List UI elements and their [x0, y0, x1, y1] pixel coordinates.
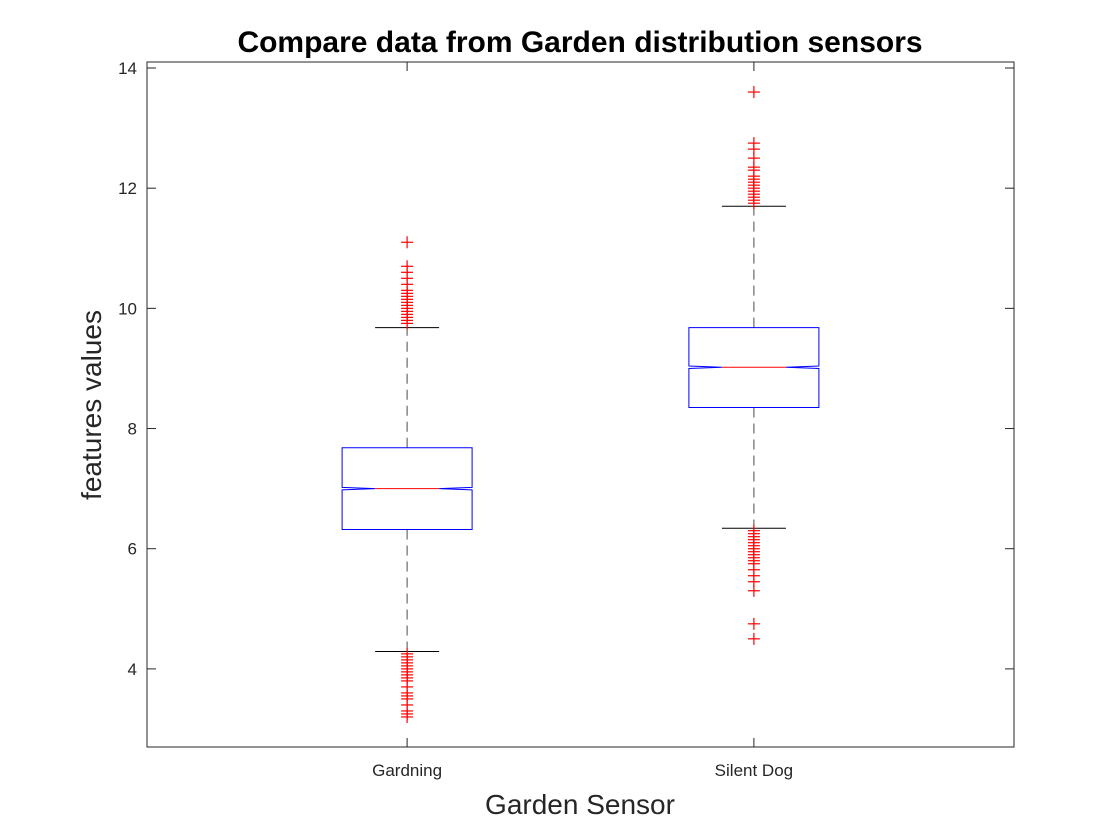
outlier-marker	[401, 260, 414, 273]
y-tick-label: 10	[118, 299, 137, 318]
outlier-marker	[747, 524, 760, 537]
y-tick-label: 12	[118, 179, 137, 198]
outlier-marker	[401, 236, 414, 249]
chart-title: Compare data from Garden distribution se…	[237, 26, 922, 59]
plot-marks	[341, 86, 820, 723]
outlier-marker	[747, 86, 760, 99]
x-tick-label: Silent Dog	[715, 761, 793, 780]
y-axis-label: features values	[76, 310, 107, 500]
box-group-gardning	[341, 236, 473, 723]
x-tick-label: Gardning	[372, 761, 442, 780]
outlier-marker	[747, 632, 760, 645]
x-axis-label: Garden Sensor	[485, 789, 675, 820]
box	[688, 327, 820, 409]
y-tick-label: 8	[128, 420, 137, 439]
outlier-marker	[747, 617, 760, 630]
plot-axes: 4 6 8 10 12 14 Gardning Silent Dog	[118, 59, 1015, 780]
plot-frame	[146, 61, 1015, 748]
outlier-marker	[401, 647, 414, 660]
y-tick-label: 4	[128, 660, 137, 679]
outlier-marker	[747, 137, 760, 150]
y-tick-label: 6	[128, 540, 137, 559]
box-group-silent-dog	[688, 86, 820, 645]
box	[341, 447, 473, 530]
y-tick-label: 14	[118, 59, 137, 78]
